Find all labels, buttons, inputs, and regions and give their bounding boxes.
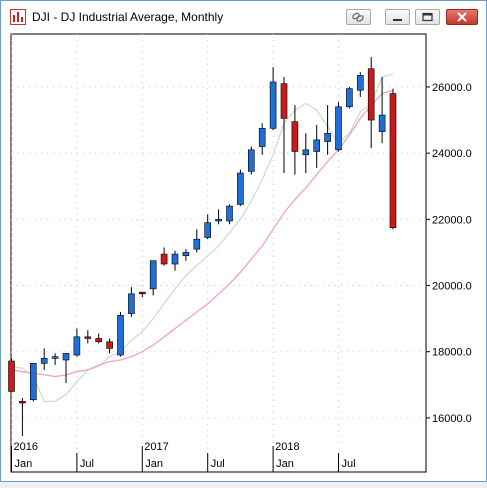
minimize-button[interactable]: [385, 9, 410, 25]
candle-body[interactable]: [356, 75, 364, 91]
minimize-icon: [393, 19, 402, 21]
month-label: Jan: [15, 458, 33, 470]
candle-body[interactable]: [40, 358, 48, 364]
candle-body[interactable]: [313, 139, 321, 152]
month-label: Jul: [342, 458, 356, 470]
candle-body[interactable]: [389, 93, 397, 228]
candle-body[interactable]: [160, 253, 168, 265]
candle-body[interactable]: [269, 81, 277, 129]
y-tick-label: 16000.0: [432, 413, 472, 425]
candle-body[interactable]: [226, 205, 233, 222]
month-label: Jul: [211, 458, 225, 470]
moving-average-line-1: [11, 73, 394, 403]
y-tick-label: 20000.0: [432, 281, 472, 293]
candle-body[interactable]: [29, 362, 37, 401]
plot-area[interactable]: [10, 33, 427, 473]
y-tick-label: 22000.0: [432, 214, 472, 226]
maximize-button[interactable]: [415, 9, 440, 25]
candle-body[interactable]: [139, 291, 146, 295]
candle-body[interactable]: [237, 172, 244, 205]
month-label: Jan: [276, 458, 294, 470]
candle-body[interactable]: [73, 336, 81, 356]
month-label: Jan: [145, 458, 163, 470]
candle-body[interactable]: [193, 238, 201, 250]
candle-body[interactable]: [84, 336, 92, 339]
close-button[interactable]: [446, 9, 478, 25]
close-icon: [457, 12, 467, 22]
candle-body[interactable]: [149, 260, 157, 290]
y-tick-label: 26000.0: [432, 82, 472, 94]
candle-body[interactable]: [302, 149, 310, 156]
month-label: Jul: [80, 458, 94, 470]
candle-body[interactable]: [215, 219, 222, 222]
candle-body[interactable]: [324, 132, 331, 142]
y-tick-label: 24000.0: [432, 148, 472, 160]
candle-body[interactable]: [95, 338, 102, 343]
title-bar[interactable]: DJI - DJ Industrial Average, Monthly: [1, 1, 486, 31]
candle-body[interactable]: [280, 83, 288, 119]
candle-body[interactable]: [258, 128, 266, 147]
y-tick-label: 18000.0: [432, 347, 472, 359]
window-title: DJI - DJ Industrial Average, Monthly: [32, 10, 224, 24]
candle-body[interactable]: [8, 360, 15, 392]
link-icon: [352, 12, 364, 22]
year-label: 2016: [14, 441, 38, 453]
candle-body[interactable]: [367, 68, 375, 121]
candle-body[interactable]: [128, 293, 135, 314]
candle-body[interactable]: [182, 252, 190, 257]
candle-body[interactable]: [204, 222, 211, 238]
candle-body[interactable]: [335, 106, 342, 151]
app-chart-icon: [10, 9, 26, 25]
candle-body[interactable]: [346, 88, 353, 108]
year-label: 2018: [275, 441, 299, 453]
chart-area[interactable]: 26000.0 24000.0 22000.0 20000.0 18000.0 16000…: [1, 31, 487, 483]
year-label: 2017: [144, 441, 168, 453]
candlestick-chart[interactable]: 26000.0 24000.0 22000.0 20000.0 18000.0 16000…: [1, 31, 487, 483]
candle-body[interactable]: [248, 149, 255, 172]
candle-body[interactable]: [106, 341, 113, 349]
candle-body[interactable]: [378, 114, 386, 132]
candle-body[interactable]: [291, 121, 299, 152]
candle-body[interactable]: [51, 356, 59, 359]
maximize-icon: [422, 12, 433, 22]
candle-body[interactable]: [117, 315, 124, 356]
candle-body[interactable]: [19, 401, 26, 404]
link-button[interactable]: [346, 9, 371, 25]
moving-average-line-2: [11, 89, 394, 378]
candle-body[interactable]: [171, 253, 179, 265]
candle-body[interactable]: [62, 353, 70, 361]
